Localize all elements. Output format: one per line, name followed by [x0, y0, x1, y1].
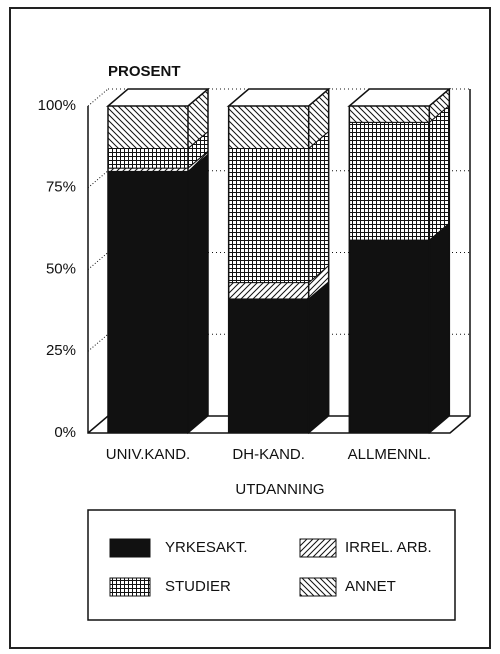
y-tick-label: 25%	[46, 342, 76, 359]
bar-side	[187, 153, 209, 435]
bar-segment	[228, 282, 310, 300]
tick-mark	[87, 333, 109, 352]
bar-outline	[348, 89, 451, 433]
x-axis-label: UTDANNING	[235, 481, 324, 498]
legend-swatch	[109, 538, 151, 558]
y-tick-label: 0%	[54, 424, 76, 441]
legend-label: ANNET	[345, 578, 396, 595]
bar-side	[308, 130, 330, 284]
bar-outline	[227, 89, 330, 433]
bar-segment	[348, 105, 430, 123]
legend-label: STUDIER	[165, 578, 231, 595]
legend-swatch	[299, 538, 337, 558]
x-tick-label: UNIV.KAND.	[106, 446, 190, 463]
legend	[87, 509, 456, 621]
x-tick-label: DH-KAND.	[232, 446, 305, 463]
frame	[9, 7, 491, 649]
legend-label: IRREL. ARB.	[345, 539, 432, 556]
y-axis-label: PROSENT	[108, 63, 181, 80]
y-tick-label: 75%	[46, 179, 76, 196]
bar-side	[428, 104, 450, 242]
legend-label: YRKESAKT.	[165, 539, 248, 556]
bar-segment	[228, 105, 310, 150]
bar-segment	[228, 148, 310, 284]
bar-segment	[107, 170, 189, 434]
bar-segment	[348, 239, 430, 434]
bar-side	[308, 280, 330, 435]
tick-mark	[87, 88, 109, 107]
bar-side	[428, 221, 450, 435]
bar-segment	[228, 298, 310, 434]
x-tick-label: ALLMENNL.	[348, 446, 431, 463]
bar-segment	[107, 148, 189, 169]
bar-outline	[107, 89, 209, 433]
legend-swatch	[109, 577, 151, 597]
y-tick-label: 100%	[38, 97, 76, 114]
bar-segment	[107, 105, 189, 150]
bar-segment	[348, 121, 430, 241]
legend-swatch	[299, 577, 337, 597]
y-tick-label: 50%	[46, 260, 76, 277]
tick-mark	[87, 170, 109, 189]
tick-mark	[87, 252, 109, 270]
